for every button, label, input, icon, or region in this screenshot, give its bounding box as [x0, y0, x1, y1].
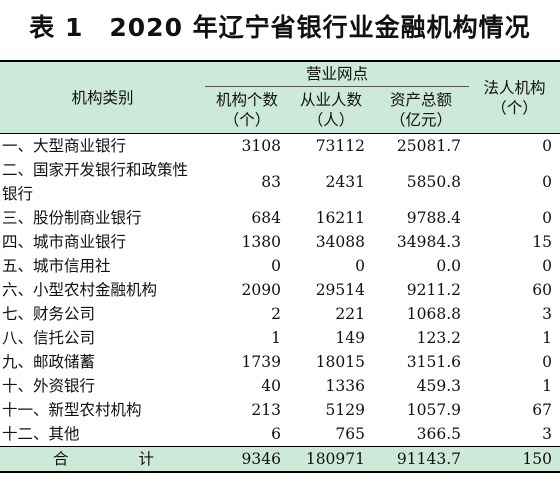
header-staff-label: 从业人数	[299, 91, 362, 109]
row-count: 3108	[241, 137, 281, 155]
row-staff: 149	[335, 329, 365, 347]
row-legal: 0	[542, 173, 552, 191]
header-outlets-group: 营业网点	[205, 62, 469, 87]
row-staff: 73112	[315, 137, 365, 155]
row-assets: 3151.6	[406, 353, 461, 371]
row-category: 六、小型农村金融机构	[2, 281, 158, 299]
row-count: 1	[271, 329, 281, 347]
row-staff: 34088	[315, 233, 365, 251]
row-count: 1739	[241, 353, 281, 371]
row-legal: 1	[542, 377, 552, 395]
row-category: 四、城市商业银行	[2, 233, 127, 251]
row-staff: 2431	[325, 173, 365, 191]
row-category: 八、信托公司	[2, 329, 96, 347]
row-staff: 18015	[315, 353, 365, 371]
header-staff-unit: （人）	[307, 111, 355, 129]
row-assets: 25081.7	[396, 137, 461, 155]
row-staff: 29514	[315, 281, 365, 299]
table-row: 一、大型商业银行 3108 73112 25081.7 0	[0, 134, 560, 159]
row-count: 1380	[241, 233, 281, 251]
total-row: 合 计 9346 180971 91143.7 150	[0, 446, 560, 473]
row-count: 0	[271, 257, 281, 275]
row-category: 一、大型商业银行	[2, 137, 127, 155]
row-assets: 123.2	[416, 329, 461, 347]
row-legal: 0	[542, 137, 552, 155]
row-category: 十二、其他	[2, 425, 80, 443]
table-row: 十一、新型农村机构 213 5129 1057.9 67	[0, 398, 560, 422]
table-row: 十、外资银行 40 1336 459.3 1	[0, 374, 560, 398]
table-row: 十二、其他 6 765 366.5 3	[0, 422, 560, 447]
table-row: 九、邮政储蓄 1739 18015 3151.6 0	[0, 350, 560, 374]
row-assets: 1068.8	[406, 305, 461, 323]
row-count: 213	[251, 401, 281, 419]
row-staff: 0	[355, 257, 365, 275]
table-row: 五、城市信用社 0 0 0.0 0	[0, 254, 560, 278]
header-assets-label: 资产总额	[389, 91, 452, 109]
row-assets: 1057.9	[406, 401, 461, 419]
row-category: 九、邮政储蓄	[2, 353, 96, 371]
row-count: 6	[271, 425, 281, 443]
total-label: 合 计	[0, 446, 205, 473]
row-category: 十一、新型农村机构	[2, 401, 142, 419]
total-assets: 91143.7	[373, 446, 469, 473]
row-staff: 765	[335, 425, 365, 443]
row-staff: 5129	[325, 401, 365, 419]
row-count: 684	[251, 209, 281, 227]
row-staff: 16211	[315, 209, 365, 227]
row-assets: 366.5	[416, 425, 461, 443]
row-legal: 1	[542, 329, 552, 347]
header-legal-unit: （个）	[491, 98, 538, 117]
row-legal: 60	[532, 281, 552, 299]
table-row: 二、国家开发银行和政策性银行 83 2431 5850.8 0	[0, 158, 560, 206]
table-title: 表 1 2020 年辽宁省银行业金融机构情况	[29, 13, 531, 42]
row-count: 2090	[241, 281, 281, 299]
total-label-left: 合	[53, 450, 69, 468]
row-legal: 3	[542, 425, 552, 443]
row-assets: 9788.4	[406, 209, 461, 227]
row-count: 40	[261, 377, 281, 395]
total-count: 9346	[205, 446, 289, 473]
header-assets: 资产总额 （亿元）	[373, 86, 469, 134]
total-label-right: 计	[138, 450, 154, 468]
row-legal: 0	[542, 209, 552, 227]
row-staff: 1336	[325, 377, 365, 395]
header-legal-entities: 法人机构 （个）	[469, 62, 560, 134]
header-count-label: 机构个数	[215, 91, 278, 109]
banking-institutions-table: 机构类别 营业网点 法人机构 （个） 机构个数 （个） 从业人数 （人） 资产总…	[0, 60, 560, 473]
row-assets: 459.3	[416, 377, 461, 395]
row-category: 七、财务公司	[2, 305, 96, 323]
row-category: 三、股份制商业银行	[2, 209, 142, 227]
row-assets: 34984.3	[396, 233, 461, 251]
row-category: 十、外资银行	[2, 377, 96, 395]
table-row: 六、小型农村金融机构 2090 29514 9211.2 60	[0, 278, 560, 302]
header-count: 机构个数 （个）	[205, 86, 289, 134]
row-legal: 0	[542, 353, 552, 371]
header-count-unit: （个）	[223, 111, 271, 129]
table-row: 四、城市商业银行 1380 34088 34984.3 15	[0, 230, 560, 254]
total-legal: 150	[469, 446, 560, 473]
header-legal-label: 法人机构	[483, 78, 546, 97]
row-assets: 0.0	[436, 257, 461, 275]
row-category: 二、国家开发银行和政策性银行	[2, 161, 189, 203]
row-legal: 15	[532, 233, 552, 251]
total-staff: 180971	[289, 446, 373, 473]
row-staff: 221	[335, 305, 365, 323]
row-category: 五、城市信用社	[2, 257, 111, 275]
row-assets: 9211.2	[406, 281, 461, 299]
row-assets: 5850.8	[406, 173, 461, 191]
table-row: 七、财务公司 2 221 1068.8 3	[0, 302, 560, 326]
header-assets-unit: （亿元）	[389, 111, 452, 129]
row-count: 2	[271, 305, 281, 323]
row-legal: 67	[532, 401, 552, 419]
header-staff: 从业人数 （人）	[289, 86, 373, 134]
row-count: 83	[261, 173, 281, 191]
row-legal: 0	[542, 257, 552, 275]
header-category: 机构类别	[0, 62, 205, 134]
table-row: 三、股份制商业银行 684 16211 9788.4 0	[0, 206, 560, 230]
row-legal: 3	[542, 305, 552, 323]
table-row: 八、信托公司 1 149 123.2 1	[0, 326, 560, 350]
